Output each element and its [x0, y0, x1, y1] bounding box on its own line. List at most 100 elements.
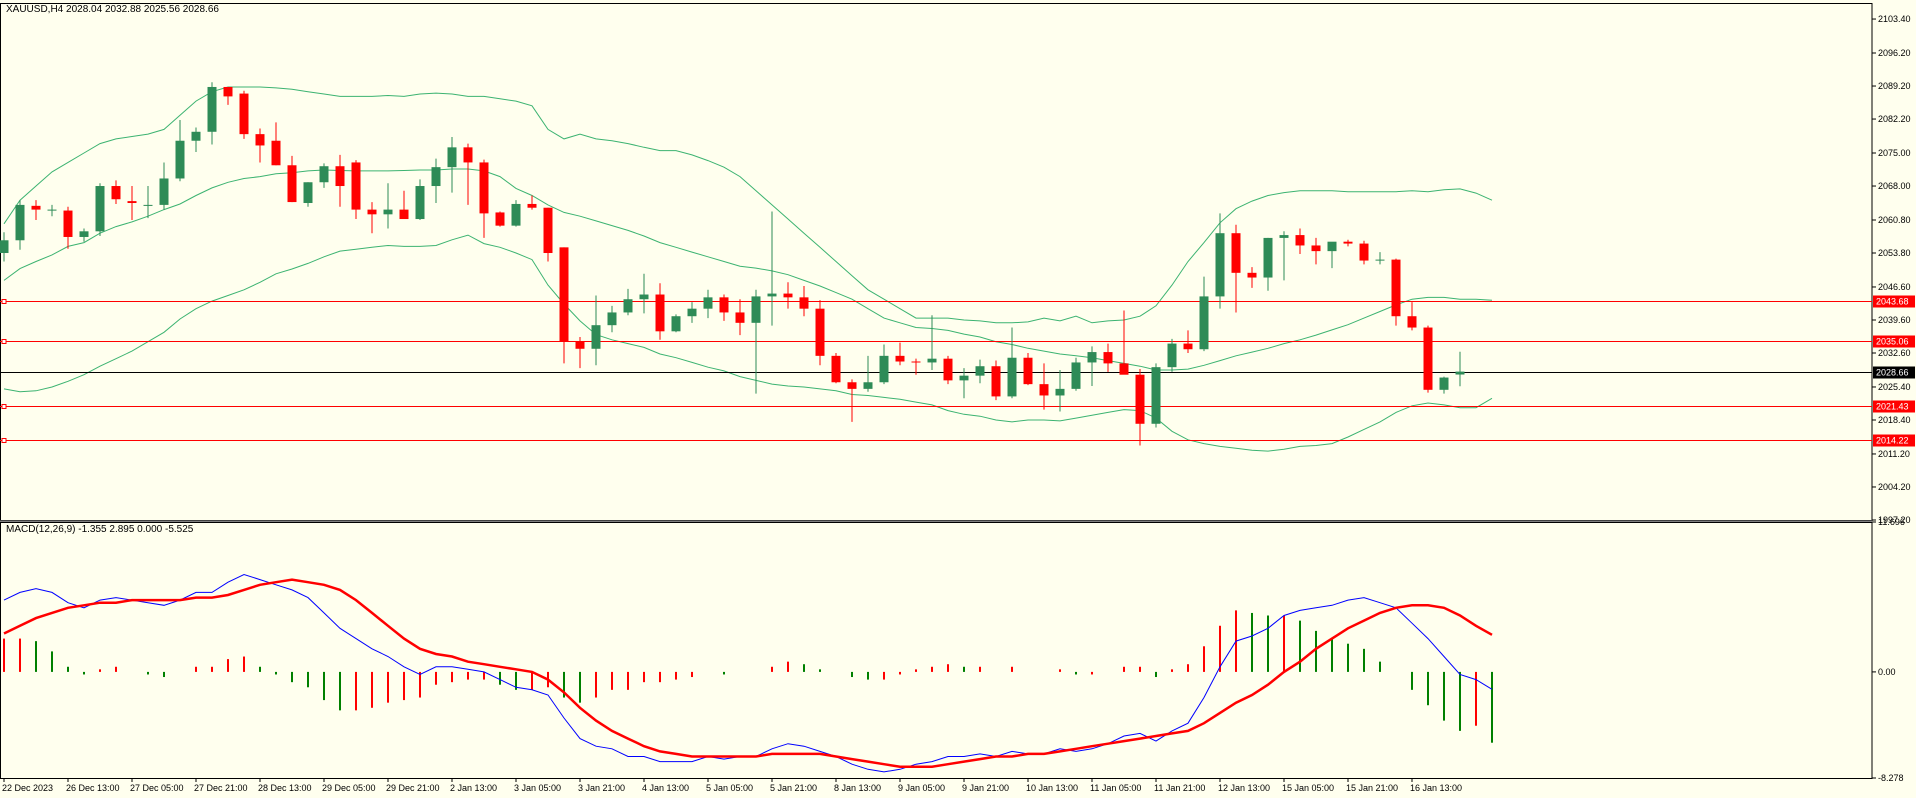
candle-body	[143, 204, 153, 206]
price-tick-label: 2011.20	[1878, 449, 1910, 459]
candle-body	[383, 209, 393, 215]
candle-body	[95, 186, 105, 232]
candle-body	[47, 209, 57, 211]
time-tick-label: 9 Jan 21:00	[962, 783, 1009, 793]
level-price-tag	[1873, 295, 1915, 308]
candle-body	[991, 366, 1001, 397]
candle-body	[79, 231, 89, 237]
candle-body	[799, 297, 809, 309]
time-tick-label: 3 Jan 21:00	[578, 783, 625, 793]
candle-body	[591, 325, 601, 349]
candle-body	[1119, 363, 1129, 375]
time-tick-label: 9 Jan 05:00	[898, 783, 945, 793]
candle-body	[1055, 388, 1065, 396]
candle-body	[1007, 357, 1017, 397]
time-tick-label: 15 Jan 05:00	[1282, 783, 1334, 793]
candle-body	[783, 293, 793, 298]
macd-tick-label: -8.278	[1878, 773, 1904, 783]
level-price-tag	[1873, 335, 1915, 348]
time-tick-label: 27 Dec 05:00	[130, 783, 184, 793]
candle-body	[559, 247, 569, 342]
macd-signal-line	[3, 578, 1493, 768]
price-tick-label: 2046.60	[1878, 282, 1911, 292]
time-tick-label: 26 Dec 13:00	[66, 783, 120, 793]
level-anchor-marker	[1, 339, 7, 344]
level-price-tag	[1873, 400, 1915, 413]
candle-body	[1423, 327, 1433, 390]
time-tick-label: 5 Jan 21:00	[770, 783, 817, 793]
candle-body	[1263, 237, 1273, 278]
candle-body	[543, 207, 553, 254]
candle-body	[623, 299, 633, 313]
time-tick-label: 29 Dec 05:00	[322, 783, 376, 793]
candle-body	[335, 166, 345, 187]
candle-body	[1039, 384, 1049, 396]
candle-body	[255, 134, 265, 146]
macd-main-line	[3, 573, 1493, 773]
candle-body	[671, 316, 681, 332]
candle-body	[319, 166, 329, 183]
price-tick-label: 2075.00	[1878, 148, 1911, 158]
level-price-label: 2035.06	[1876, 337, 1909, 347]
price-tick-label: 2068.00	[1878, 181, 1911, 191]
time-tick-label: 11 Jan 05:00	[1090, 783, 1141, 793]
time-tick-label: 8 Jan 13:00	[834, 783, 881, 793]
candle-body	[1103, 352, 1113, 364]
level-anchor-marker	[1, 404, 7, 409]
candle-body	[943, 358, 953, 381]
candle-body	[1439, 377, 1449, 390]
candle-body	[767, 293, 777, 297]
candle-body	[607, 312, 617, 326]
price-tick-label: 2025.40	[1878, 382, 1911, 392]
macd-header: MACD(12,26,9) -1.355 2.895 0.000 -5.525	[6, 524, 194, 535]
candle-body	[191, 131, 201, 141]
candle-body	[1279, 235, 1289, 238]
candle-body	[495, 212, 505, 226]
time-tick-label: 29 Dec 21:00	[386, 783, 440, 793]
price-tick-label: 2060.80	[1878, 215, 1911, 225]
candle-body	[447, 147, 457, 168]
time-tick-label: 22 Dec 2023	[2, 783, 53, 793]
price-tick-label: 2103.40	[1878, 14, 1911, 24]
candle-body	[719, 297, 729, 313]
bollinger-lower-line	[3, 234, 1493, 452]
price-tick-label: 2053.80	[1878, 248, 1911, 258]
candle-body	[575, 341, 585, 349]
candle-body	[223, 86, 233, 97]
price-chart-header: XAUUSD,H4 2028.04 2032.88 2025.56 2028.6…	[6, 4, 219, 15]
time-tick-label: 4 Jan 13:00	[642, 783, 689, 793]
candle-body	[1391, 259, 1401, 317]
candle-body	[847, 382, 857, 389]
level-price-label: 2043.68	[1876, 297, 1909, 307]
bollinger-middle-line	[3, 168, 1493, 371]
time-tick-label: 28 Dec 13:00	[258, 783, 312, 793]
time-tick-label: 3 Jan 05:00	[514, 783, 561, 793]
candle-body	[287, 165, 297, 203]
candle-body	[1151, 367, 1161, 424]
current-price-label: 2028.66	[1876, 368, 1909, 378]
candle-body	[959, 375, 969, 381]
candle-body	[303, 182, 313, 204]
candle-body	[879, 355, 889, 383]
candle-body	[863, 382, 873, 389]
candle-body	[1247, 272, 1257, 278]
candle-body	[111, 186, 121, 200]
candle-body	[1199, 296, 1209, 350]
candle-body	[975, 366, 985, 376]
candle-body	[31, 205, 41, 210]
level-anchor-marker	[1, 299, 7, 304]
candle-body	[399, 209, 409, 220]
candle-body	[751, 296, 761, 323]
candle-body	[1183, 343, 1193, 350]
time-tick-label: 16 Jan 13:00	[1410, 783, 1462, 793]
macd-tick-label: 0.00	[1878, 667, 1896, 677]
candle-body	[479, 162, 489, 214]
candle-body	[1375, 259, 1385, 261]
candle-body	[127, 201, 137, 204]
price-tick-label: 2018.40	[1878, 415, 1911, 425]
candle-body	[367, 209, 377, 215]
candle-body	[159, 178, 169, 205]
level-price-label: 2021.43	[1876, 402, 1909, 412]
candle-body	[815, 308, 825, 356]
time-tick-label: 12 Jan 13:00	[1218, 783, 1270, 793]
